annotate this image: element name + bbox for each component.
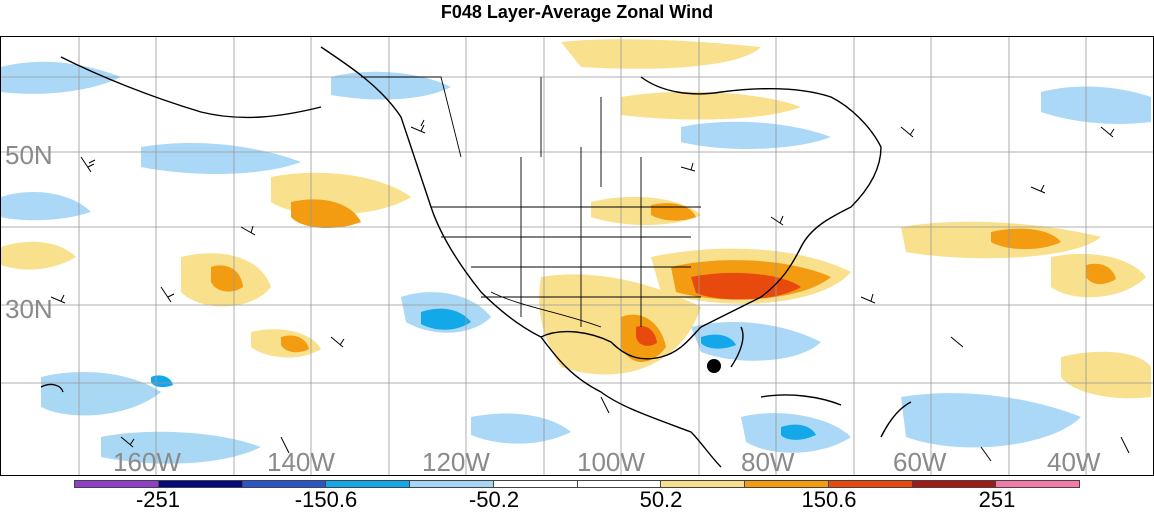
political-borders [361,76,701,328]
storm-center-marker [707,359,721,373]
map-canvas [1,37,1153,475]
colorbar-segment [326,481,410,487]
lat-lon-grid [1,37,1153,475]
colorbar-segment [242,481,327,487]
strong-positive-wind-shading [636,272,801,346]
lon-label-120w: 120W [422,447,490,477]
colorbar-label-neg-50: -50.2 [468,487,520,512]
strong-negative-wind-shading [151,308,816,440]
wind-barbs [50,119,1130,462]
colorbar-segment [577,481,662,487]
lat-label-50n: 50N [5,140,53,170]
colorbar-segment [158,481,243,487]
colorbar-segment [493,481,578,487]
colorbar-segment [410,481,494,487]
colorbar-label-pos-150: 150.6 [801,487,857,512]
colorbar-segment [75,481,159,487]
colorbar-segment [745,481,829,487]
negative-wind-shading [1,61,1151,464]
colorbar-label-pos-251: 251 [978,487,1016,512]
colorbar-label-neg-150: -150.6 [294,487,358,512]
coastlines [40,46,912,468]
weather-map: 50N 30N 160W 140W 120W 100W 80W 60W 40W [0,36,1154,476]
lon-label-60w: 60W [893,447,947,477]
lon-label-160w: 160W [113,447,181,477]
lon-label-40w: 40W [1047,447,1101,477]
lon-label-100w: 100W [577,447,645,477]
colorbar-segment [661,481,745,487]
colorbar-label-pos-50: 50.2 [639,487,683,512]
colorbar-segment [996,481,1079,487]
map-title: F048 Layer-Average Zonal Wind [440,2,714,22]
colorbar [74,480,1080,488]
colorbar-segment [828,481,913,487]
colorbar-segment [912,481,997,487]
lon-label-80w: 80W [741,447,795,477]
lat-label-30n: 30N [5,294,53,324]
lon-label-140w: 140W [267,447,335,477]
positive-wind-shading [1,39,1151,399]
colorbar-label-neg-251: -251 [135,487,181,512]
